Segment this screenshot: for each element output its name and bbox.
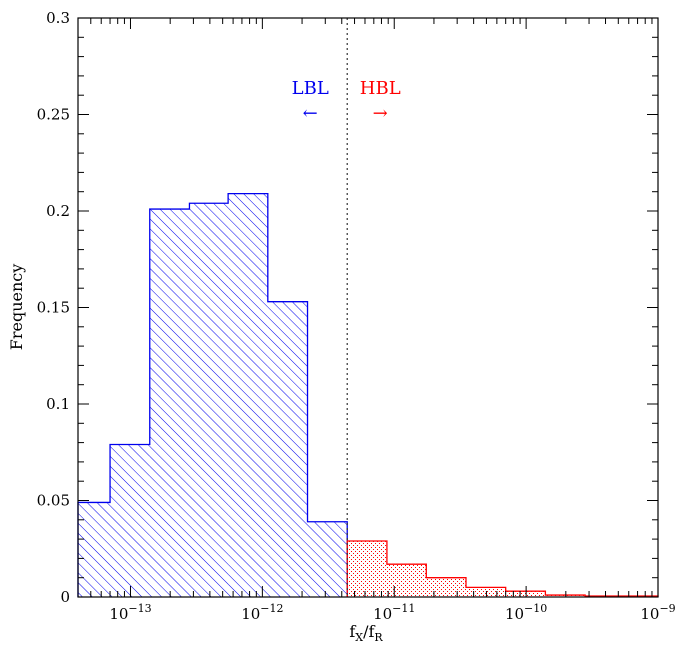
lbl-bar-fill-5 <box>267 301 308 597</box>
hbl-bar-fill-0 <box>347 541 387 597</box>
y-tick-label: 0.1 <box>46 395 70 413</box>
x-axis-title: fX/fR <box>349 622 383 644</box>
y-tick-label: 0.2 <box>46 202 70 220</box>
annotations: LBL ← HBL → <box>292 78 401 124</box>
x-tick-label: 10−9 <box>640 602 675 623</box>
lbl-annotation-label: LBL <box>292 78 329 99</box>
lbl-bar-fill-6 <box>307 521 348 597</box>
y-tick-label: 0.05 <box>37 492 70 510</box>
lbl-bar-fill-1 <box>110 444 150 597</box>
y-tick-label: 0 <box>60 588 70 606</box>
y-axis-ticks: 0 0.05 0.1 0.15 0.2 0.25 0.3 <box>37 9 658 606</box>
lbl-bar-fill-2 <box>149 209 190 597</box>
hbl-annotation-label: HBL <box>360 78 401 99</box>
lbl-bar-fill-3 <box>189 203 229 597</box>
lbl-bars <box>77 192 348 597</box>
x-tick-label: 10−13 <box>109 602 151 623</box>
hbl-histogram-outline <box>346 540 659 597</box>
x-tick-label: 10−10 <box>505 602 547 623</box>
hbl-bar-fill-2 <box>426 577 466 597</box>
lbl-bar-fill-4 <box>228 193 268 597</box>
x-tick-label: 10−11 <box>373 602 415 623</box>
lbl-bar-fill-0 <box>78 502 111 597</box>
lbl-histogram-outline <box>77 192 348 597</box>
hbl-bar-fill-1 <box>386 564 427 597</box>
x-tick-label: 10−12 <box>241 602 283 623</box>
hbl-bar-fill-5 <box>545 595 586 597</box>
hbl-bar-fill-4 <box>505 591 546 597</box>
hbl-direction-arrow-icon: → <box>373 103 388 124</box>
y-tick-label: 0.3 <box>46 9 70 27</box>
y-axis-title: Frequency <box>7 264 26 351</box>
x-axis-ticks: 10−13 10−12 10−11 10−10 10−9 <box>77 18 676 623</box>
y-tick-label: 0.25 <box>37 106 70 124</box>
hbl-bar-fill-3 <box>465 587 506 597</box>
lbl-direction-arrow-icon: ← <box>303 103 318 124</box>
y-tick-label: 0.15 <box>37 299 70 317</box>
